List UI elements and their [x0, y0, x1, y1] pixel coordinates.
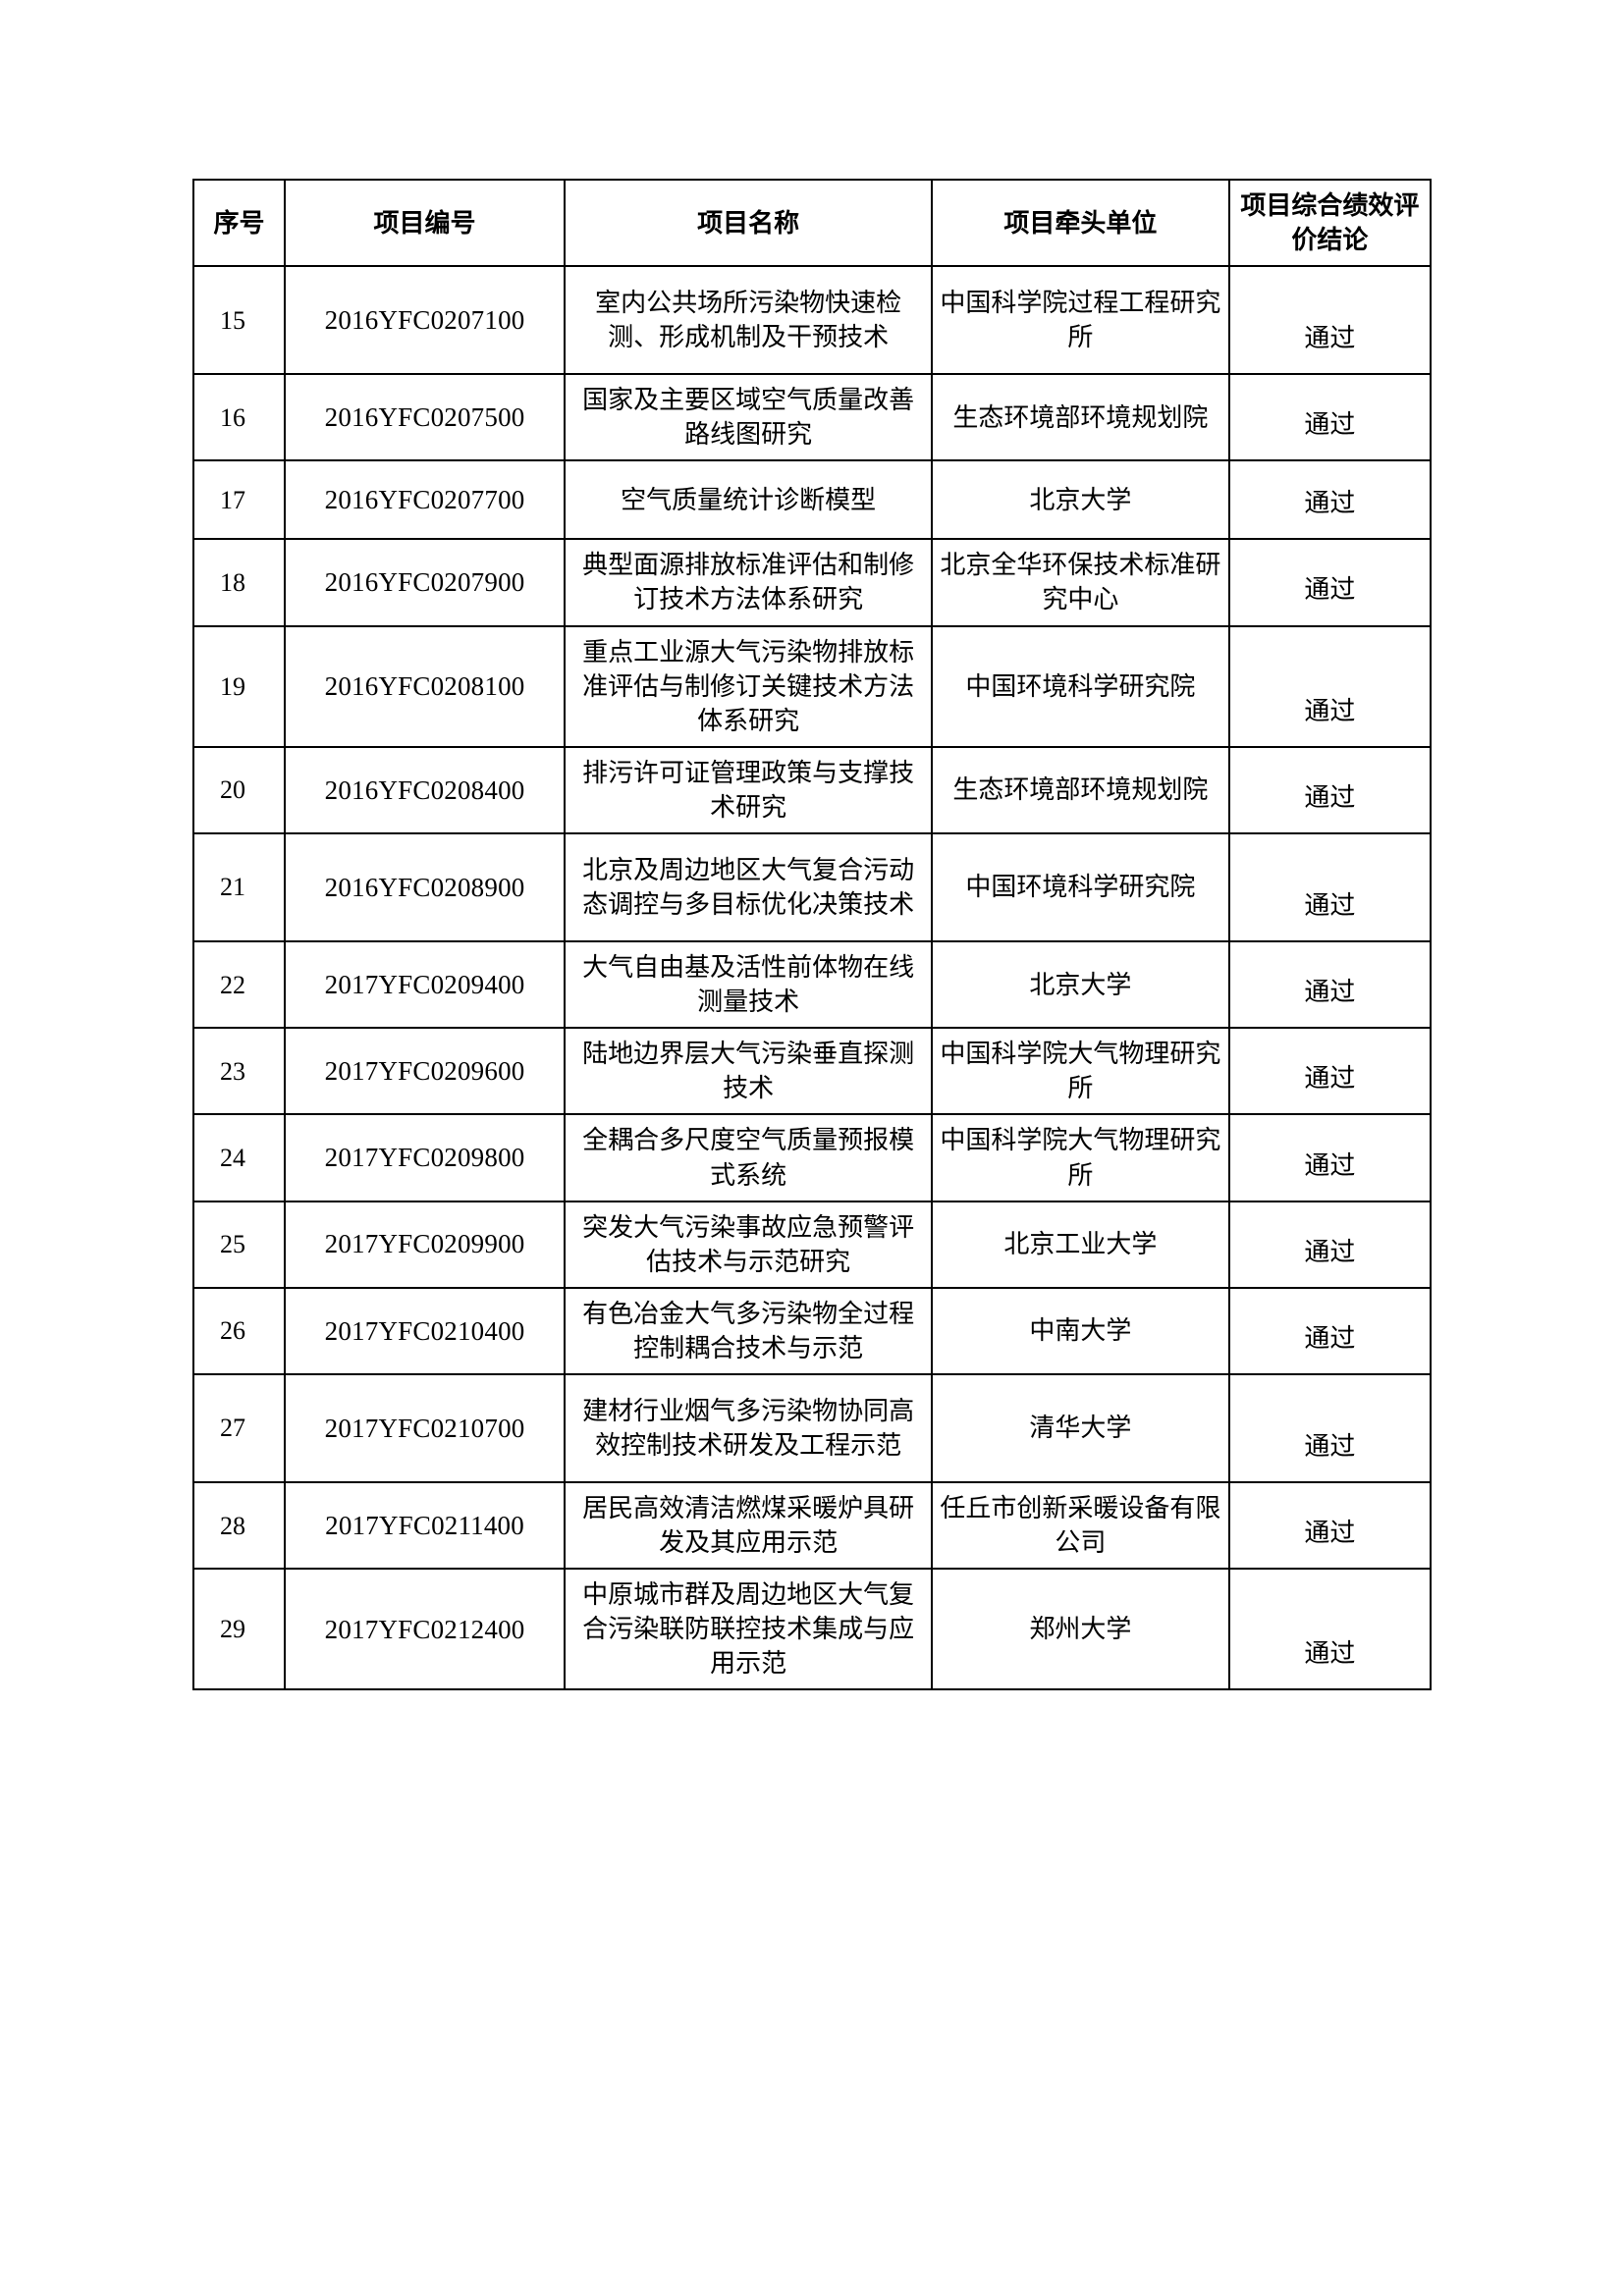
table-header: 序号 项目编号 项目名称 项目牵头单位 项目综合绩效评价结论 [193, 180, 1431, 266]
cell-name: 建材行业烟气多污染物协同高效控制技术研发及工程示范 [565, 1374, 932, 1482]
table-row: 282017YFC0211400居民高效清洁燃煤采暖炉具研发及其应用示范任丘市创… [193, 1482, 1431, 1569]
cell-name: 有色冶金大气多污染物全过程控制耦合技术与示范 [565, 1288, 932, 1374]
cell-unit: 北京全华环保技术标准研究中心 [932, 539, 1229, 625]
cell-name: 典型面源排放标准评估和制修订技术方法体系研究 [565, 539, 932, 625]
cell-result: 通过 [1229, 1201, 1431, 1288]
cell-code: 2017YFC0210400 [285, 1288, 565, 1374]
cell-name: 突发大气污染事故应急预警评估技术与示范研究 [565, 1201, 932, 1288]
cell-result: 通过 [1229, 1482, 1431, 1569]
table-row: 152016YFC0207100室内公共场所污染物快速检测、形成机制及干预技术中… [193, 266, 1431, 374]
cell-unit: 北京大学 [932, 941, 1229, 1028]
cell-seq: 19 [193, 626, 285, 747]
cell-code: 2017YFC0209400 [285, 941, 565, 1028]
cell-result: 通过 [1229, 1569, 1431, 1689]
cell-unit: 清华大学 [932, 1374, 1229, 1482]
cell-unit: 北京大学 [932, 460, 1229, 539]
cell-unit: 中国环境科学研究院 [932, 626, 1229, 747]
cell-result: 通过 [1229, 266, 1431, 374]
cell-code: 2017YFC0209800 [285, 1114, 565, 1201]
table-row: 192016YFC0208100重点工业源大气污染物排放标准评估与制修订关键技术… [193, 626, 1431, 747]
cell-seq: 16 [193, 374, 285, 460]
cell-seq: 21 [193, 833, 285, 941]
cell-seq: 22 [193, 941, 285, 1028]
table-row: 212016YFC0208900北京及周边地区大气复合污动态调控与多目标优化决策… [193, 833, 1431, 941]
table-row: 252017YFC0209900突发大气污染事故应急预警评估技术与示范研究北京工… [193, 1201, 1431, 1288]
cell-code: 2016YFC0208900 [285, 833, 565, 941]
cell-seq: 20 [193, 747, 285, 833]
cell-seq: 24 [193, 1114, 285, 1201]
cell-unit: 生态环境部环境规划院 [932, 374, 1229, 460]
cell-result: 通过 [1229, 1374, 1431, 1482]
cell-code: 2017YFC0209600 [285, 1028, 565, 1114]
cell-seq: 28 [193, 1482, 285, 1569]
cell-code: 2017YFC0212400 [285, 1569, 565, 1689]
table-row: 232017YFC0209600陆地边界层大气污染垂直探测技术中国科学院大气物理… [193, 1028, 1431, 1114]
cell-unit: 中国环境科学研究院 [932, 833, 1229, 941]
table-row: 222017YFC0209400大气自由基及活性前体物在线测量技术北京大学通过 [193, 941, 1431, 1028]
cell-name: 室内公共场所污染物快速检测、形成机制及干预技术 [565, 266, 932, 374]
cell-result: 通过 [1229, 539, 1431, 625]
table-row: 262017YFC0210400有色冶金大气多污染物全过程控制耦合技术与示范中南… [193, 1288, 1431, 1374]
cell-seq: 26 [193, 1288, 285, 1374]
cell-result: 通过 [1229, 1028, 1431, 1114]
col-seq: 序号 [193, 180, 285, 266]
cell-code: 2017YFC0211400 [285, 1482, 565, 1569]
table-row: 292017YFC0212400中原城市群及周边地区大气复合污染联防联控技术集成… [193, 1569, 1431, 1689]
cell-unit: 北京工业大学 [932, 1201, 1229, 1288]
cell-result: 通过 [1229, 460, 1431, 539]
cell-code: 2016YFC0207700 [285, 460, 565, 539]
col-code: 项目编号 [285, 180, 565, 266]
table-row: 242017YFC0209800全耦合多尺度空气质量预报模式系统中国科学院大气物… [193, 1114, 1431, 1201]
cell-unit: 中国科学院过程工程研究所 [932, 266, 1229, 374]
cell-unit: 生态环境部环境规划院 [932, 747, 1229, 833]
col-result: 项目综合绩效评价结论 [1229, 180, 1431, 266]
table-row: 272017YFC0210700建材行业烟气多污染物协同高效控制技术研发及工程示… [193, 1374, 1431, 1482]
cell-name: 居民高效清洁燃煤采暖炉具研发及其应用示范 [565, 1482, 932, 1569]
cell-result: 通过 [1229, 1288, 1431, 1374]
cell-seq: 17 [193, 460, 285, 539]
cell-name: 重点工业源大气污染物排放标准评估与制修订关键技术方法体系研究 [565, 626, 932, 747]
table-body: 152016YFC0207100室内公共场所污染物快速检测、形成机制及干预技术中… [193, 266, 1431, 1689]
cell-code: 2016YFC0207900 [285, 539, 565, 625]
cell-name: 空气质量统计诊断模型 [565, 460, 932, 539]
cell-unit: 中国科学院大气物理研究所 [932, 1028, 1229, 1114]
cell-unit: 中国科学院大气物理研究所 [932, 1114, 1229, 1201]
cell-code: 2016YFC0208100 [285, 626, 565, 747]
projects-table: 序号 项目编号 项目名称 项目牵头单位 项目综合绩效评价结论 152016YFC… [192, 179, 1432, 1690]
table-row: 202016YFC0208400排污许可证管理政策与支撑技术研究生态环境部环境规… [193, 747, 1431, 833]
cell-result: 通过 [1229, 1114, 1431, 1201]
col-name: 项目名称 [565, 180, 932, 266]
cell-name: 陆地边界层大气污染垂直探测技术 [565, 1028, 932, 1114]
cell-name: 大气自由基及活性前体物在线测量技术 [565, 941, 932, 1028]
cell-result: 通过 [1229, 374, 1431, 460]
page: 序号 项目编号 项目名称 项目牵头单位 项目综合绩效评价结论 152016YFC… [0, 0, 1624, 2296]
cell-unit: 中南大学 [932, 1288, 1229, 1374]
cell-code: 2016YFC0207500 [285, 374, 565, 460]
cell-result: 通过 [1229, 833, 1431, 941]
cell-name: 中原城市群及周边地区大气复合污染联防联控技术集成与应用示范 [565, 1569, 932, 1689]
table-row: 182016YFC0207900典型面源排放标准评估和制修订技术方法体系研究北京… [193, 539, 1431, 625]
cell-seq: 27 [193, 1374, 285, 1482]
cell-code: 2016YFC0207100 [285, 266, 565, 374]
cell-unit: 郑州大学 [932, 1569, 1229, 1689]
cell-unit: 任丘市创新采暖设备有限公司 [932, 1482, 1229, 1569]
cell-seq: 18 [193, 539, 285, 625]
table-row: 162016YFC0207500国家及主要区域空气质量改善路线图研究生态环境部环… [193, 374, 1431, 460]
cell-result: 通过 [1229, 941, 1431, 1028]
col-unit: 项目牵头单位 [932, 180, 1229, 266]
cell-seq: 25 [193, 1201, 285, 1288]
cell-name: 北京及周边地区大气复合污动态调控与多目标优化决策技术 [565, 833, 932, 941]
cell-name: 国家及主要区域空气质量改善路线图研究 [565, 374, 932, 460]
cell-result: 通过 [1229, 747, 1431, 833]
cell-result: 通过 [1229, 626, 1431, 747]
cell-code: 2016YFC0208400 [285, 747, 565, 833]
cell-code: 2017YFC0209900 [285, 1201, 565, 1288]
cell-name: 排污许可证管理政策与支撑技术研究 [565, 747, 932, 833]
cell-seq: 29 [193, 1569, 285, 1689]
cell-name: 全耦合多尺度空气质量预报模式系统 [565, 1114, 932, 1201]
cell-seq: 23 [193, 1028, 285, 1114]
table-row: 172016YFC0207700空气质量统计诊断模型北京大学通过 [193, 460, 1431, 539]
cell-seq: 15 [193, 266, 285, 374]
cell-code: 2017YFC0210700 [285, 1374, 565, 1482]
